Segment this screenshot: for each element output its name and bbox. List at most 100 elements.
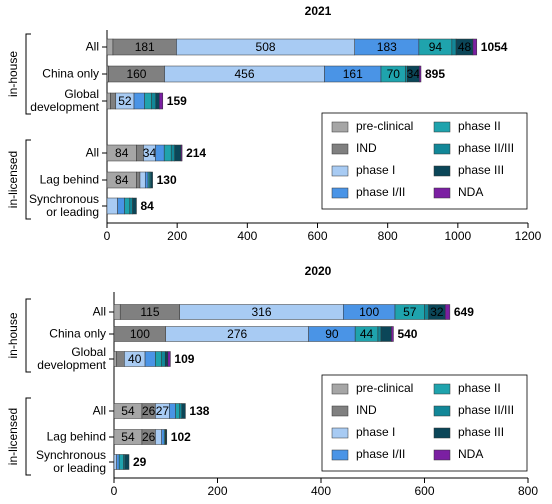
- segment-label: 276: [227, 327, 247, 341]
- group-bracket: [25, 298, 31, 373]
- bar-segment: [179, 403, 183, 419]
- bar-segment: [117, 197, 125, 215]
- group-bracket: [25, 33, 31, 115]
- legend-swatch: [433, 427, 451, 439]
- legend-swatch: [331, 165, 349, 177]
- bar-segment: [116, 351, 125, 367]
- legend-label: phase II/III: [458, 141, 514, 155]
- group-label: in-house: [6, 312, 20, 358]
- segment-label: 161: [343, 67, 363, 81]
- bar-segment: [155, 92, 160, 110]
- legend-label: phase I: [356, 425, 395, 439]
- segment-label: 48: [458, 40, 472, 54]
- segment-label: 44: [360, 327, 374, 341]
- total-label: 1054: [481, 40, 508, 54]
- legend-label: phase II: [458, 381, 501, 395]
- bar-segment: [155, 351, 162, 367]
- legend-label: phase III: [458, 425, 504, 439]
- legend-label: pre-clinical: [356, 119, 413, 133]
- total-label: 138: [189, 404, 209, 418]
- bar-segment: [150, 171, 153, 189]
- bar-segment: [118, 454, 124, 470]
- legend-label: phase III: [458, 163, 504, 177]
- bar-segment: [110, 92, 117, 110]
- segment-label: 26: [142, 430, 156, 444]
- total-label: 214: [186, 146, 206, 160]
- total-label: 895: [425, 67, 445, 81]
- group-bracket: [25, 397, 31, 476]
- bar-segment: [116, 454, 120, 470]
- x-tick-label: 200: [167, 229, 187, 243]
- category-label: All: [85, 39, 99, 54]
- bar-segment: [144, 171, 149, 189]
- legend-label: phase I/II: [356, 185, 405, 199]
- segment-label: 52: [118, 94, 132, 108]
- segment-label: 84: [115, 146, 129, 160]
- legend-label: phase II/III: [458, 403, 514, 417]
- total-label: 130: [157, 173, 177, 187]
- category-label: Synchronous or leading: [35, 448, 106, 475]
- x-tick-label: 800: [378, 229, 398, 243]
- segment-label: 316: [251, 305, 271, 319]
- group-label: in-house: [6, 51, 20, 97]
- bar-segment: [161, 429, 165, 445]
- segment-label: 34: [143, 146, 157, 160]
- segment-label: 456: [235, 67, 255, 81]
- segment-label: 54: [121, 430, 135, 444]
- category-label: Lag behind: [46, 429, 106, 444]
- segment-label: 54: [121, 404, 135, 418]
- x-tick-label: 600: [414, 484, 434, 498]
- legend-swatch: [433, 165, 451, 177]
- category-label: Lag behind: [39, 172, 99, 187]
- bar-segment: [391, 326, 394, 342]
- legend-label: IND: [356, 403, 377, 417]
- legend-swatch: [433, 143, 451, 155]
- segment-label: 90: [325, 327, 339, 341]
- bar-segment: [144, 351, 156, 367]
- bar-segment: [106, 92, 111, 110]
- segment-label: 32: [430, 305, 444, 319]
- legend-swatch: [433, 121, 451, 133]
- total-label: 109: [174, 352, 194, 366]
- group-label: in-licensed: [6, 408, 20, 465]
- legend-label: phase II: [458, 119, 501, 133]
- segment-label: 94: [429, 40, 443, 54]
- bar-segment: [170, 144, 175, 162]
- legend-swatch: [433, 383, 451, 395]
- group-bracket: [25, 139, 31, 220]
- bar-segment: [451, 38, 457, 56]
- segment-label: 57: [403, 305, 417, 319]
- x-tick-label: 400: [237, 229, 257, 243]
- legend-swatch: [433, 187, 451, 199]
- bar-segment: [444, 304, 451, 320]
- legend-swatch: [331, 383, 349, 395]
- bar-segment: [113, 304, 121, 320]
- bar-segment: [424, 304, 429, 320]
- bar-segment: [161, 351, 166, 367]
- bar-segment: [132, 197, 137, 215]
- bar-segment: [106, 38, 114, 56]
- bar-segment: [472, 38, 478, 56]
- segment-label: 181: [135, 40, 155, 54]
- chart-title: 2021: [305, 4, 332, 18]
- total-label: 84: [140, 199, 154, 213]
- bar-segment: [144, 92, 152, 110]
- bar-segment: [175, 403, 180, 419]
- segment-label: 160: [126, 67, 146, 81]
- x-tick-label: 600: [307, 229, 327, 243]
- chart-title: 2020: [305, 264, 332, 278]
- segment-label: 84: [115, 173, 129, 187]
- total-label: 540: [397, 327, 417, 341]
- total-label: 102: [171, 430, 191, 444]
- category-label: China only: [42, 66, 99, 81]
- category-label: All: [92, 403, 106, 418]
- bar-segment: [139, 171, 146, 189]
- bar-segment: [181, 403, 186, 419]
- category-label: Global development: [37, 345, 106, 372]
- segment-label: 40: [128, 352, 142, 366]
- legend-swatch: [433, 449, 451, 461]
- legend-swatch: [331, 449, 349, 461]
- legend-label: phase I: [356, 163, 395, 177]
- legend-swatch: [433, 405, 451, 417]
